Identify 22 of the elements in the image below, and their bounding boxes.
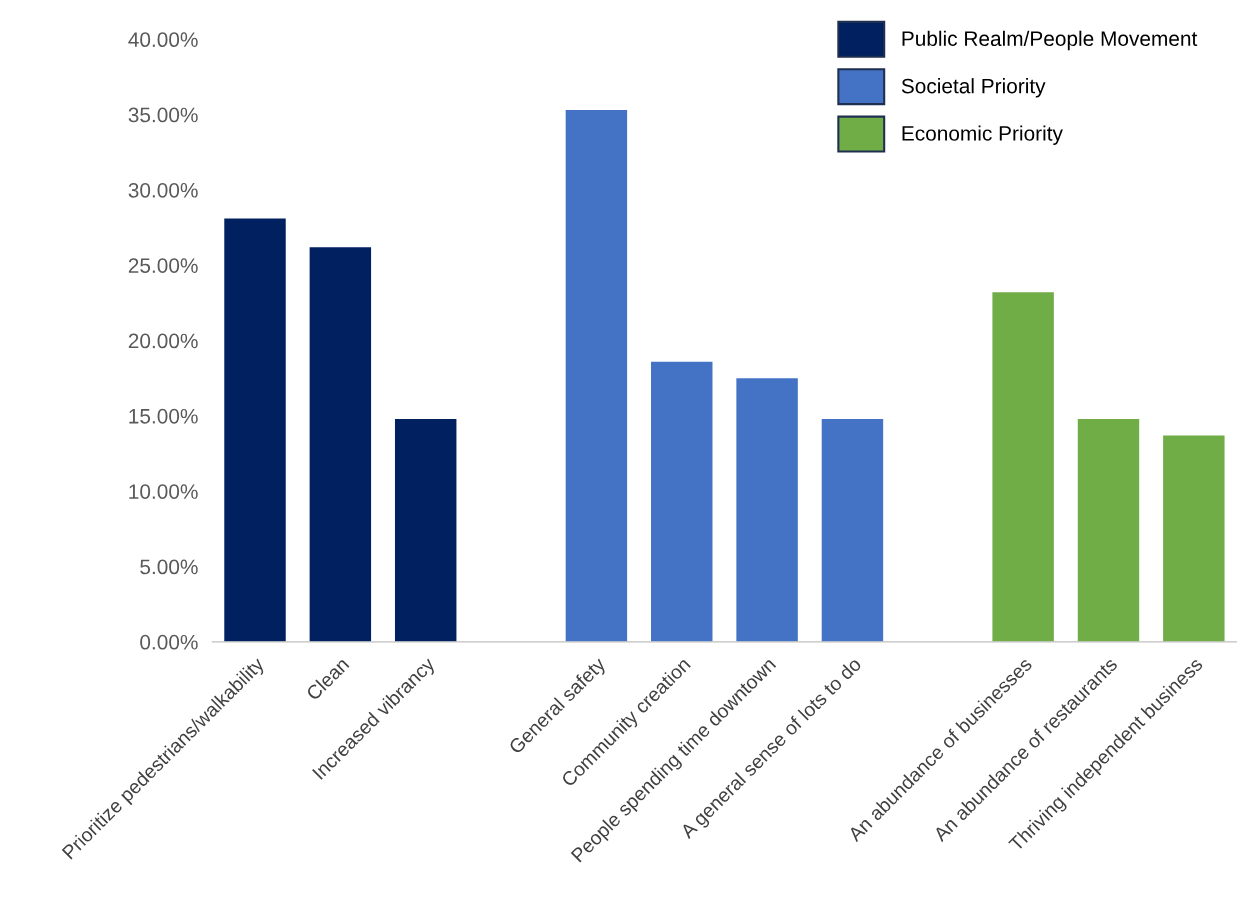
y-tick-label: 25.00% [128, 258, 198, 273]
y-tick-label: 15.00% [129, 408, 198, 424]
y-tick-label: 40.00% [128, 32, 198, 48]
bar [394, 418, 457, 642]
bar [1163, 435, 1225, 642]
bar [651, 361, 713, 642]
y-tick-label: 0.00% [140, 634, 198, 650]
bar [565, 110, 628, 642]
y-tick-label: 30.00% [128, 182, 198, 198]
bar [224, 218, 286, 642]
y-tick-label: 20.00% [128, 333, 198, 349]
legend-label: Economic Priority [902, 125, 1063, 145]
bar [736, 378, 798, 642]
bar [309, 247, 372, 642]
y-tick-label: 5.00% [140, 559, 198, 575]
legend-label: Public Realm/People Movement [902, 30, 1198, 51]
y-tick-label: 10.00% [129, 484, 198, 499]
bar [821, 418, 884, 642]
y-tick-label: 35.00% [128, 107, 198, 123]
legend-label: Societal Priority [901, 78, 1046, 98]
bar [992, 292, 1054, 642]
bar [1077, 418, 1140, 642]
